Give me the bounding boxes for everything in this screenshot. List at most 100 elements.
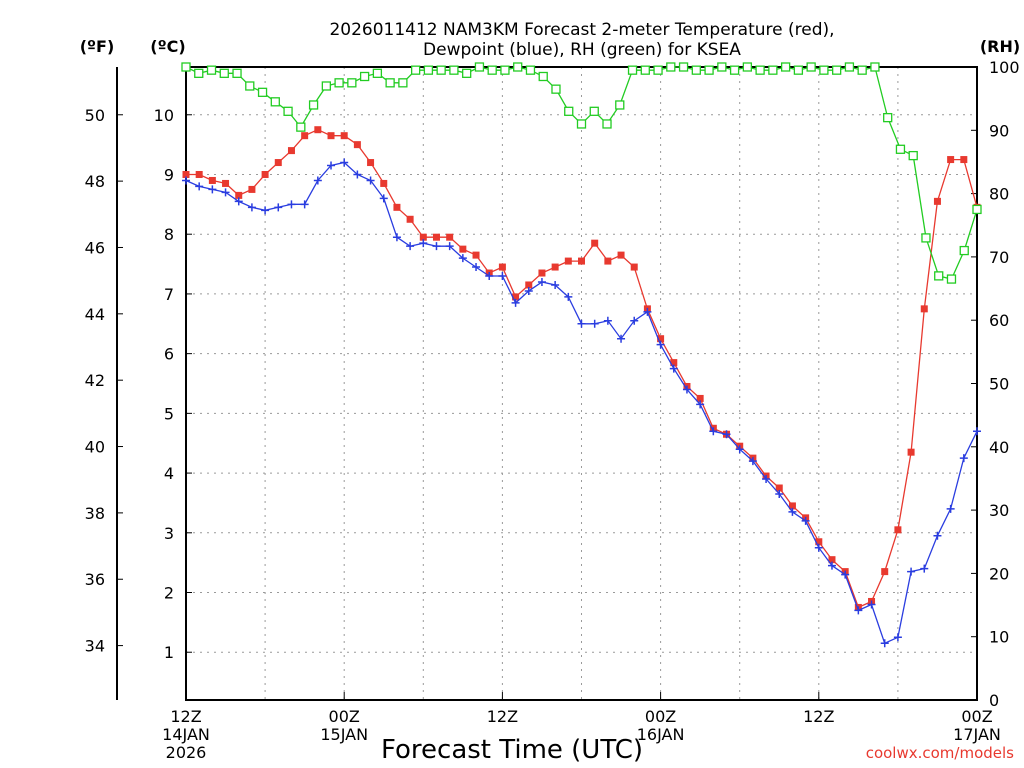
dewpoint-point: [880, 639, 889, 648]
fahrenheit-tick-label: 40: [85, 438, 105, 457]
temperature-point: [512, 293, 520, 301]
fahrenheit-tick-label: 34: [85, 637, 105, 656]
dewpoint-point: [274, 203, 283, 212]
temperature-point: [380, 179, 388, 187]
dewpoint-point: [735, 445, 744, 454]
x-tick-label: 16JAN: [637, 725, 685, 744]
temperature-point: [564, 257, 572, 265]
fahrenheit-tick-label: 46: [85, 238, 105, 257]
rh-tick-label: 50: [989, 375, 1009, 394]
rh-point: [921, 233, 931, 243]
x-tick-label: 12Z: [487, 707, 518, 726]
rh-tick-label: 40: [989, 438, 1009, 457]
temperature-point: [538, 269, 546, 277]
temperature-point: [393, 203, 401, 211]
dewpoint-point: [788, 507, 797, 516]
temperature-point: [657, 335, 665, 343]
dewpoint-point: [775, 489, 784, 498]
dewpoint-point: [722, 430, 731, 439]
temperature-point: [301, 132, 309, 140]
series-group: [181, 62, 982, 648]
temperature-point: [828, 556, 836, 564]
temperature-point: [248, 185, 256, 193]
fahrenheit-tick-label: 36: [85, 570, 105, 589]
temperature-point: [696, 394, 704, 402]
temperature-point: [340, 132, 348, 140]
temperature-point: [208, 176, 216, 184]
rh-point: [257, 87, 268, 97]
temperature-point: [406, 215, 414, 223]
rh-point: [423, 65, 434, 75]
rh-point: [857, 65, 867, 75]
rh-point: [895, 144, 906, 154]
rh-point: [245, 81, 255, 91]
celsius-tick-label: 10: [154, 106, 174, 125]
rh-point: [691, 65, 701, 75]
dewpoint-point: [643, 307, 652, 316]
dewpoint-point: [472, 263, 481, 272]
temperature-point: [947, 156, 955, 164]
dewpoint-point: [590, 319, 599, 328]
rh-point: [576, 119, 587, 129]
dewpoint-point: [551, 280, 560, 289]
rh-point: [883, 112, 893, 123]
dewpoint-point: [419, 239, 428, 248]
temperature-point: [314, 126, 322, 134]
rh-point: [972, 204, 982, 215]
x-tick-label: 12Z: [803, 707, 834, 726]
dewpoint-point: [577, 319, 586, 328]
rh-point: [806, 62, 816, 72]
dewpoint-point: [485, 272, 494, 281]
x-tick-label: 00Z: [329, 707, 360, 726]
rh-point: [653, 65, 663, 75]
temperature-point: [617, 251, 625, 259]
rh-point: [410, 65, 421, 75]
temperature-point: [815, 538, 823, 546]
temperature-point: [604, 257, 612, 265]
rh-tick-label: 100: [989, 58, 1020, 77]
dewpoint-point: [946, 504, 955, 513]
dewpoint-point: [234, 197, 243, 206]
dewpoint-point: [748, 457, 757, 466]
celsius-tick-label: 5: [164, 404, 174, 423]
dewpoint-point: [854, 606, 863, 615]
rh-point: [934, 271, 944, 281]
temperature-point: [195, 170, 203, 178]
dewpoint-point: [498, 272, 507, 281]
rh-point: [296, 122, 306, 132]
dewpoint-point: [537, 277, 546, 286]
dewpoint-point: [445, 242, 454, 251]
temperature-point: [222, 179, 230, 187]
celsius-tick-label: 2: [164, 584, 174, 603]
rh-point: [615, 100, 625, 110]
x-tick-label: 12Z: [170, 707, 201, 726]
rh-point: [870, 62, 880, 72]
rh-tick-label: 60: [989, 311, 1009, 330]
fahrenheit-tick-label: 44: [85, 305, 105, 324]
dewpoint-point: [379, 194, 388, 203]
temperature-point: [788, 502, 796, 510]
temperature-point: [446, 233, 454, 241]
rh-point: [768, 65, 778, 75]
dewpoint-point: [511, 298, 520, 307]
dewpoint-point: [327, 161, 336, 170]
rh-tick-label: 80: [989, 185, 1009, 204]
rh-point: [946, 274, 957, 284]
dewpoint-point: [313, 176, 322, 185]
axis-ticks: 1234567891034363840424446485001020304050…: [85, 58, 1020, 762]
dewpoint-point: [247, 203, 256, 212]
rh-point: [959, 245, 969, 256]
temperature-point: [353, 141, 361, 149]
rh-point: [780, 62, 791, 72]
dewpoint-point: [656, 340, 665, 349]
unit-celsius: (ºC): [150, 37, 185, 56]
rh-point: [589, 106, 599, 116]
gridlines: [186, 67, 977, 700]
celsius-tick-label: 3: [164, 524, 174, 543]
rh-point: [181, 62, 191, 72]
celsius-tick-label: 1: [164, 643, 174, 662]
rh-point: [232, 68, 242, 78]
rh-point: [219, 68, 229, 78]
rh-tick-label: 30: [989, 501, 1009, 520]
